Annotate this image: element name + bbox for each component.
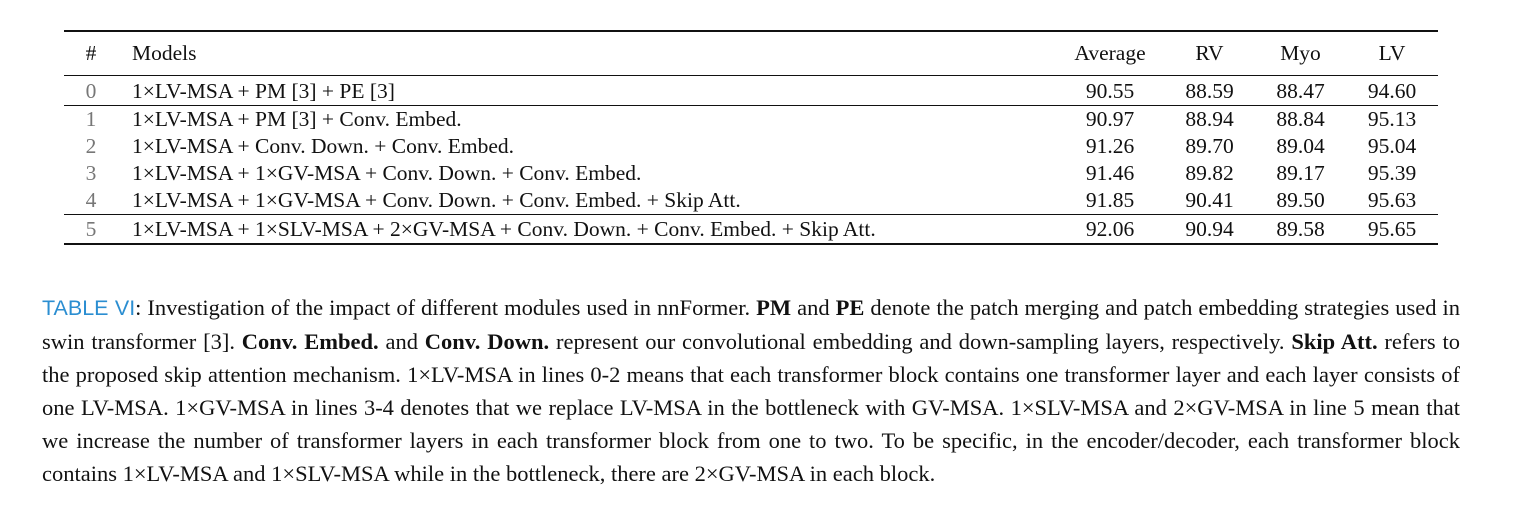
header-lv: LV — [1346, 30, 1438, 76]
row-average: 91.85 — [1085, 187, 1135, 212]
row-model: 1×LV-MSA + 1×GV-MSA + Conv. Down. + Conv… — [132, 160, 642, 185]
row-average: 91.46 — [1085, 160, 1135, 185]
table-header-row: # Models Average RV Myo LV — [64, 30, 1438, 76]
row-index: 2 — [85, 133, 97, 158]
caption-text: and — [791, 294, 836, 320]
caption-text: represent our convolutional embedding an… — [549, 328, 1292, 354]
row-rv: 89.82 — [1185, 160, 1234, 185]
row-index: 4 — [85, 187, 97, 212]
row-lv: 95.13 — [1346, 104, 1438, 133]
results-table: # Models Average RV Myo LV 0 1×LV-MSA + … — [64, 30, 1438, 245]
table-row: 3 1×LV-MSA + 1×GV-MSA + Conv. Down. + Co… — [64, 160, 1438, 187]
row-model: 1×LV-MSA + 1×GV-MSA + Conv. Down. + Conv… — [132, 187, 741, 212]
row-myo: 89.04 — [1276, 133, 1325, 158]
row-rv: 89.70 — [1185, 133, 1234, 158]
row-myo: 88.84 — [1255, 104, 1346, 133]
caption-label: TABLE VI — [42, 295, 136, 320]
caption-text: and — [378, 328, 425, 354]
row-average: 92.06 — [1056, 213, 1164, 245]
row-myo: 89.50 — [1276, 187, 1325, 212]
table-row: 0 1×LV-MSA + PM [3] + PE [3] 90.55 88.59… — [64, 74, 1438, 105]
row-average: 90.55 — [1056, 74, 1164, 105]
row-lv: 95.65 — [1346, 213, 1438, 245]
caption-text: refers to the proposed skip attention me… — [42, 328, 1460, 486]
row-rv: 88.59 — [1164, 74, 1255, 105]
header-models: Models — [118, 30, 1056, 76]
caption-term-pe: PE — [835, 294, 865, 320]
row-average: 91.26 — [1085, 133, 1135, 158]
row-model: 1×LV-MSA + PM [3] + Conv. Embed. — [118, 104, 1056, 133]
row-lv: 94.60 — [1346, 74, 1438, 105]
row-index: 1 — [64, 104, 118, 133]
row-average: 90.97 — [1056, 104, 1164, 133]
row-rv: 90.94 — [1164, 213, 1255, 245]
table-row: 5 1×LV-MSA + 1×SLV-MSA + 2×GV-MSA + Conv… — [64, 213, 1438, 245]
table-row: 1 1×LV-MSA + PM [3] + Conv. Embed. 90.97… — [64, 104, 1438, 133]
table-caption: TABLE VI: Investigation of the impact of… — [42, 291, 1460, 490]
results-table-container: # Models Average RV Myo LV 0 1×LV-MSA + … — [64, 30, 1438, 245]
caption-term-skip-att: Skip Att. — [1291, 328, 1378, 354]
row-lv: 95.63 — [1367, 187, 1417, 212]
row-model: 1×LV-MSA + Conv. Down. + Conv. Embed. — [132, 133, 515, 158]
row-index: 3 — [85, 160, 97, 185]
row-myo: 89.58 — [1255, 213, 1346, 245]
caption-term-pm: PM — [756, 294, 792, 320]
header-myo: Myo — [1255, 30, 1346, 76]
header-index: # — [64, 30, 118, 76]
row-lv: 95.04 — [1367, 133, 1417, 158]
caption-text: denote the patch merging and patch embed… — [42, 294, 1460, 354]
row-index: 5 — [64, 213, 118, 245]
row-rv: 90.41 — [1185, 187, 1234, 212]
caption-term-conv-down: Conv. Down. — [424, 328, 550, 354]
row-lv: 95.39 — [1367, 160, 1417, 185]
row-myo: 88.47 — [1255, 74, 1346, 105]
row-myo: 89.17 — [1276, 160, 1325, 185]
row-model: 1×LV-MSA + 1×SLV-MSA + 2×GV-MSA + Conv. … — [118, 213, 1056, 245]
header-average: Average — [1056, 30, 1164, 76]
caption-text: : Investigation of the impact of differe… — [135, 294, 757, 320]
table-row: 2 1×LV-MSA + Conv. Down. + Conv. Embed. … — [64, 133, 1438, 160]
caption-term-conv-embed: Conv. Embed. — [241, 328, 379, 354]
row-index: 0 — [64, 74, 118, 105]
row-model: 1×LV-MSA + PM [3] + PE [3] — [118, 74, 1056, 105]
row-rv: 88.94 — [1164, 104, 1255, 133]
table-row: 4 1×LV-MSA + 1×GV-MSA + Conv. Down. + Co… — [64, 187, 1438, 215]
header-rv: RV — [1164, 30, 1255, 76]
